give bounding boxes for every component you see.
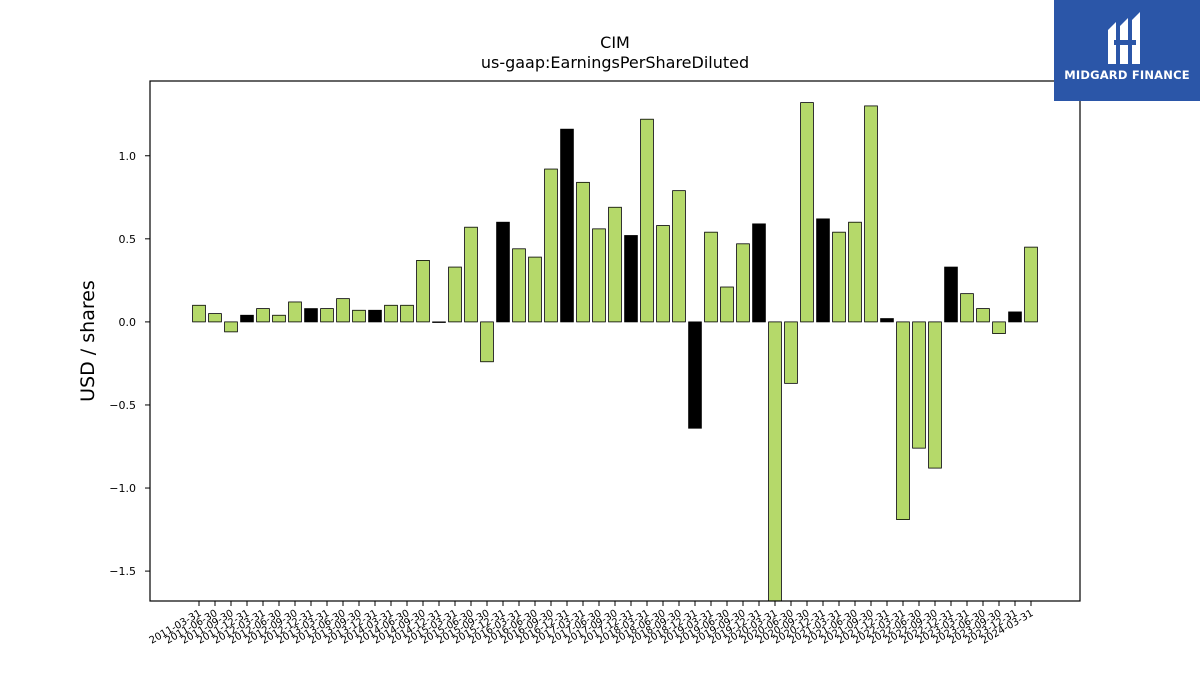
bar-2018-06-30 [656,225,670,323]
chart-subtitle: us-gaap:EarningsPerShareDiluted [481,53,749,72]
y-axis-label: USD / shares [77,280,99,402]
bar-2021-09-30 [864,105,878,323]
bar-2018-12-31 [688,321,702,429]
bar-2020-09-30 [800,102,814,323]
y-axis: −1.5 −1.0 −0.5 0.0 0.5 1.0 [109,150,150,578]
bar-2020-03-31 [768,321,782,602]
chart-title: CIM [600,33,630,52]
bar-2013-09-30 [352,309,366,323]
bar-2011-06-30 [208,313,222,323]
bar-2022-03-31 [896,321,910,520]
bar-2016-06-30 [528,256,542,323]
bar-2022-12-31 [944,266,958,323]
bar-2011-12-31 [240,314,254,323]
bar-2019-06-30 [720,286,734,323]
bar-2013-06-30 [336,298,350,323]
bar-2017-06-30 [592,228,606,323]
bar-2019-03-31 [704,231,718,323]
bar-2015-06-30 [464,226,478,323]
bar-2015-03-31 [448,266,462,323]
x-axis: 2011-03-312011-06-302011-09-302011-12-31… [148,601,1036,647]
bar-2011-03-31 [192,304,206,323]
bar-2014-12-31 [432,321,446,323]
bar-2016-12-31 [560,128,574,323]
brand-name: MIDGARD FINANCE [1064,68,1190,82]
bar-2012-09-30 [288,301,302,323]
bar-2012-06-30 [272,314,286,323]
y-tick-label: 0.5 [119,233,137,246]
plot-frame [149,80,1081,602]
bar-2019-12-31 [752,223,766,323]
bar-2020-06-30 [784,321,798,384]
bar-2014-09-30 [416,260,430,323]
bar-2024-03-31 [1024,246,1038,323]
bar-2021-06-30 [848,221,862,323]
bar-2011-09-30 [224,321,238,333]
bar-2018-09-30 [672,190,686,323]
bar-2015-09-30 [480,321,494,363]
bar-2022-09-30 [928,321,942,469]
bar-2021-12-31 [880,318,894,323]
bar-2020-12-31 [816,218,830,323]
bar-2016-03-31 [512,248,526,323]
bar-2023-03-31 [960,293,974,323]
bar-2013-03-31 [320,308,334,323]
bar-2018-03-31 [640,118,654,323]
bar-2016-09-30 [544,168,558,323]
bar-2012-12-31 [304,308,318,323]
bar-series [192,102,1038,602]
y-tick-label: −0.5 [109,399,136,412]
y-tick-label: 1.0 [119,150,137,163]
bar-2019-09-30 [736,243,750,323]
y-tick-label: −1.0 [109,482,136,495]
bar-2014-06-30 [400,304,414,323]
bar-2023-06-30 [976,308,990,323]
bar-2013-12-31 [368,309,382,323]
bar-2022-06-30 [912,321,926,449]
y-tick-label: 0.0 [119,316,137,329]
midgard-logo-icon [1108,12,1140,64]
bar-2023-12-31 [1008,311,1022,323]
bar-2021-03-31 [832,231,846,323]
brand-logo[interactable]: MIDGARD FINANCE [1054,0,1200,101]
y-tick-label: −1.5 [109,565,136,578]
bar-2012-03-31 [256,308,270,323]
bar-2017-12-31 [624,235,638,323]
bar-2017-03-31 [576,181,590,323]
bar-2017-09-30 [608,206,622,323]
bar-2023-09-30 [992,321,1006,334]
bar-2015-12-31 [496,221,510,323]
bar-2014-03-31 [384,304,398,323]
